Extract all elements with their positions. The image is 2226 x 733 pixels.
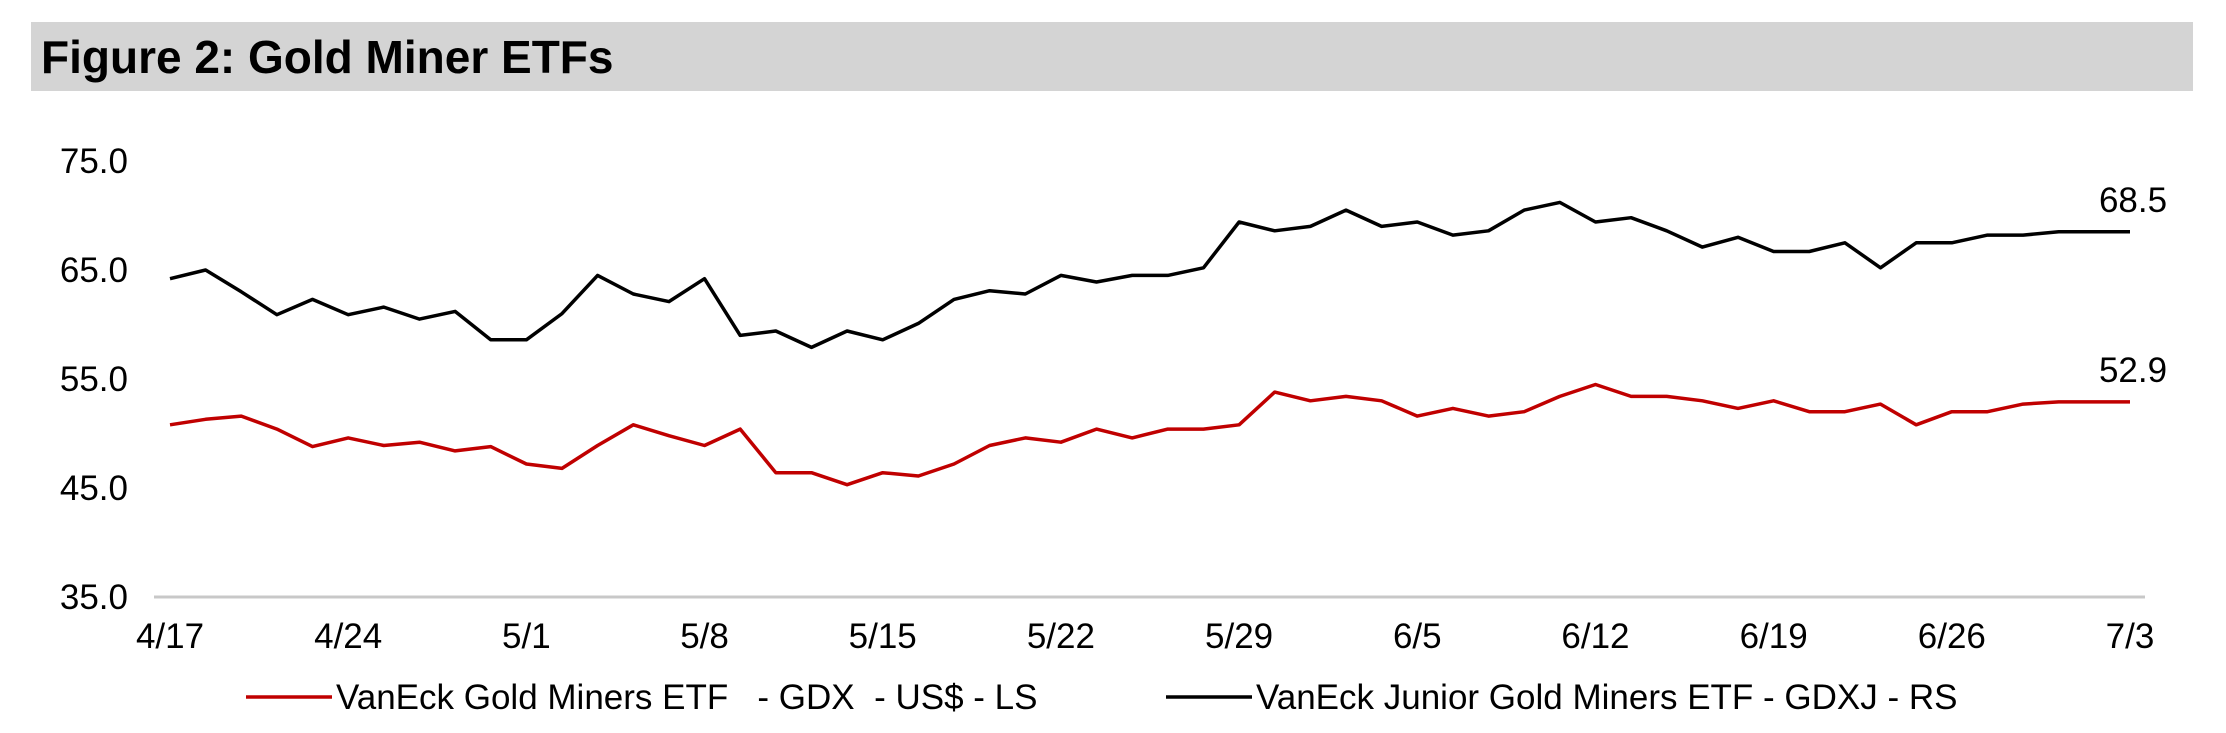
- y-axis-ticks: 75.0 65.0 55.0 45.0 35.0: [60, 142, 128, 617]
- x-tick-label: 4/24: [314, 617, 382, 656]
- y-tick-label: 75.0: [60, 142, 128, 181]
- end-labels: 52.9 68.5: [2099, 181, 2167, 390]
- x-axis-ticks: 4/17 4/24 5/1 5/8 5/15 5/22 5/29 6/5 6/12 6/19 6/2…: [136, 617, 2154, 656]
- x-tick-label: 6/5: [1393, 617, 1442, 656]
- figure-title-bar: Figure 2: Gold Miner ETFs: [31, 22, 2193, 91]
- series-line: [169, 382, 2130, 487]
- legend: VanEck Gold Miners ETF - GDX - US$ - LS V…: [246, 678, 1957, 717]
- x-tick-label: 4/17: [136, 617, 204, 656]
- x-tick-label: 5/22: [1027, 617, 1095, 656]
- x-tick-label: 5/1: [502, 617, 551, 656]
- series-layer: [169, 200, 2130, 487]
- x-tick-label: 5/15: [849, 617, 917, 656]
- y-tick-label: 65.0: [60, 251, 128, 290]
- figure-title: Figure 2: Gold Miner ETFs: [41, 31, 614, 83]
- series-end-label: 52.9: [2099, 351, 2167, 390]
- y-tick-label: 45.0: [60, 469, 128, 508]
- legend-label: VanEck Junior Gold Miners ETF - GDXJ - R…: [1256, 678, 1957, 717]
- x-tick-label: 5/8: [680, 617, 729, 656]
- x-tick-label: 6/12: [1561, 617, 1629, 656]
- y-tick-label: 35.0: [60, 578, 128, 617]
- x-tick-label: 7/3: [2106, 617, 2155, 656]
- legend-label: VanEck Gold Miners ETF - GDX - US$ - LS: [336, 678, 1037, 717]
- x-tick-label: 6/26: [1918, 617, 1986, 656]
- y-tick-label: 55.0: [60, 360, 128, 399]
- x-tick-label: 6/19: [1740, 617, 1808, 656]
- series-end-label: 68.5: [2099, 181, 2167, 220]
- x-tick-label: 5/29: [1205, 617, 1273, 656]
- series-line: [169, 200, 2130, 350]
